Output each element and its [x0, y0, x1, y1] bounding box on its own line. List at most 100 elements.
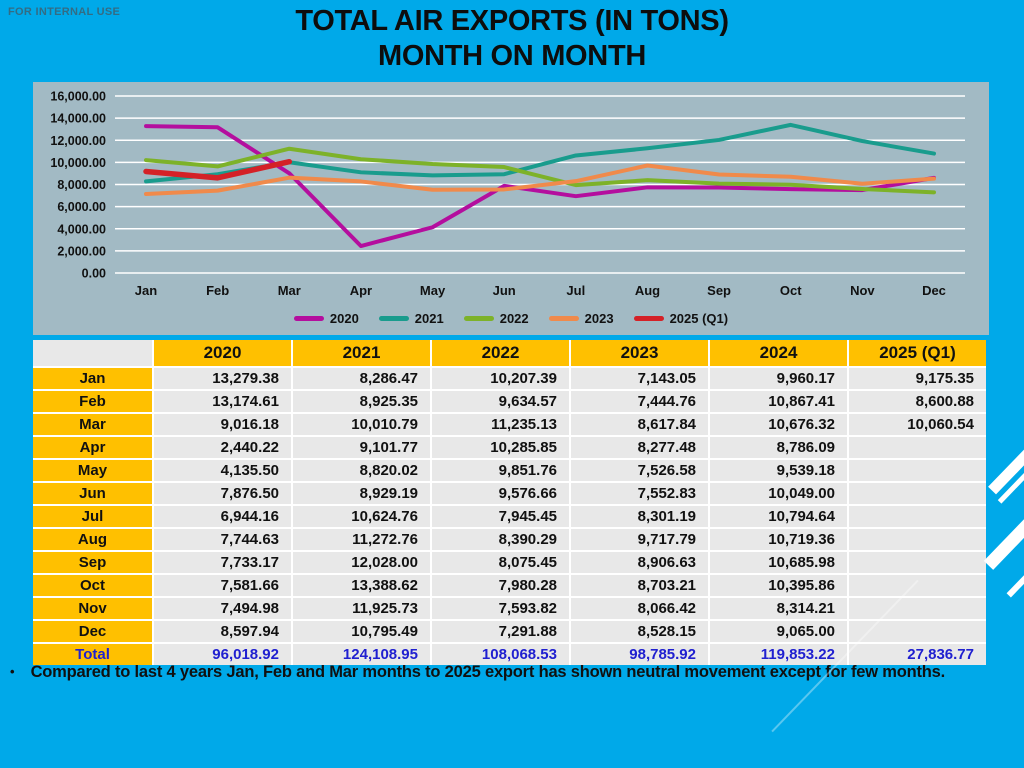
x-tick-label: Aug	[635, 283, 660, 298]
table-cell: 7,526.58	[571, 460, 708, 481]
total-cell: 98,785.92	[571, 644, 708, 665]
column-header: 2025 (Q1)	[849, 340, 986, 366]
table-corner-cell	[33, 340, 152, 366]
table-cell: 7,291.88	[432, 621, 569, 642]
page-title-line2: MONTH ON MONTH	[377, 40, 647, 73]
table-cell: 10,794.64	[710, 506, 847, 527]
bullet-icon: •	[10, 664, 15, 679]
table-cell: 8,617.84	[571, 414, 708, 435]
table-cell: 10,719.36	[710, 529, 847, 550]
table-cell: 10,624.76	[293, 506, 430, 527]
page-title-line1: TOTAL AIR EXPORTS (IN TONS)	[295, 5, 729, 37]
table-cell: 11,235.13	[432, 414, 569, 435]
legend-swatch	[463, 315, 494, 321]
y-tick-label: 8,000.00	[57, 178, 106, 192]
note-text: Compared to last 4 years Jan, Feb and Ma…	[30, 663, 946, 681]
table-cell: 8,925.35	[293, 391, 430, 412]
y-tick-label: 10,000.00	[50, 156, 106, 170]
y-tick-label: 0.00	[82, 267, 106, 281]
table-cell: 7,581.66	[154, 575, 291, 596]
x-tick-label: Feb	[206, 283, 229, 298]
series-line-2025 (Q1)	[143, 158, 293, 181]
table-cell: 11,272.76	[293, 529, 430, 550]
table-cell: 8,528.15	[571, 621, 708, 642]
y-tick-label: 14,000.00	[50, 112, 106, 126]
table-cell: 10,685.98	[710, 552, 847, 573]
watermark-text: FOR INTERNAL USE	[8, 6, 121, 18]
table-cell: 6,944.16	[154, 506, 291, 527]
table-cell: 10,867.41	[710, 391, 847, 412]
row-label: Jun	[33, 483, 152, 504]
table-cell: 10,676.32	[710, 414, 847, 435]
table-cell: 9,717.79	[571, 529, 708, 550]
total-cell: 27,836.77	[849, 644, 986, 665]
total-cell: 119,853.22	[710, 644, 847, 665]
x-tick-label: Jul	[566, 283, 585, 298]
table-cell: 10,207.39	[432, 368, 569, 389]
row-label: Aug	[33, 529, 152, 550]
column-header: 2020	[154, 340, 291, 366]
y-tick-label: 4,000.00	[57, 222, 106, 236]
legend-swatch	[378, 315, 409, 321]
table-cell: 7,494.98	[154, 598, 291, 619]
row-label: Apr	[33, 437, 152, 458]
table-cell: 10,795.49	[293, 621, 430, 642]
row-label: Sep	[33, 552, 152, 573]
table-cell: 13,388.62	[293, 575, 430, 596]
total-cell: 108,068.53	[432, 644, 569, 665]
x-tick-label: Dec	[922, 283, 946, 298]
note-bullet: • Compared to last 4 years Jan, Feb and …	[10, 662, 988, 683]
table-cell	[849, 460, 986, 481]
x-tick-label: Mar	[278, 283, 301, 298]
table-cell	[849, 621, 986, 642]
legend-swatch	[293, 315, 324, 321]
table-cell	[849, 506, 986, 527]
legend-item: 2021	[378, 310, 444, 326]
row-label: Dec	[33, 621, 152, 642]
table-cell: 8,820.02	[293, 460, 430, 481]
table-cell: 8,066.42	[571, 598, 708, 619]
table-cell: 8,906.63	[571, 552, 708, 573]
table-cell: 10,285.85	[432, 437, 569, 458]
x-tick-label: Oct	[780, 283, 802, 298]
legend-swatch	[548, 315, 579, 321]
table-cell: 7,744.63	[154, 529, 291, 550]
legend-label: 2025 (Q1)	[669, 310, 729, 326]
line-chart: 0.00 2,000.00 4,000.00 6,000.00 8,000.00 10,0…	[50, 90, 965, 298]
table-cell: 9,016.18	[154, 414, 291, 435]
column-header: 2022	[432, 340, 569, 366]
legend-swatch	[633, 315, 664, 321]
table-cell: 8,277.48	[571, 437, 708, 458]
table-cell: 12,028.00	[293, 552, 430, 573]
table-cell: 4,135.50	[154, 460, 291, 481]
page-title: TOTAL AIR EXPORTS (IN TONS) MONTH ON MON…	[0, 4, 1024, 75]
table-cell	[849, 598, 986, 619]
table-cell: 8,703.21	[571, 575, 708, 596]
table-cell: 9,539.18	[710, 460, 847, 481]
total-cell: 124,108.95	[293, 644, 430, 665]
table-cell: 7,733.17	[154, 552, 291, 573]
table-cell: 7,444.76	[571, 391, 708, 412]
table-cell: 7,593.82	[432, 598, 569, 619]
legend-item: 2025 (Q1)	[633, 310, 729, 326]
table-cell: 8,075.45	[432, 552, 569, 573]
table-cell: 9,065.00	[710, 621, 847, 642]
table-cell: 8,301.19	[571, 506, 708, 527]
table-cell: 10,049.00	[710, 483, 847, 504]
table-cell: 8,286.47	[293, 368, 430, 389]
legend-label: 2021	[414, 310, 444, 326]
legend-label: 2022	[499, 310, 529, 326]
y-tick-label: 12,000.00	[50, 134, 106, 148]
legend-label: 2023	[584, 310, 614, 326]
y-tick-label: 2,000.00	[57, 244, 106, 258]
total-row-label: Total	[33, 644, 152, 665]
column-header: 2024	[710, 340, 847, 366]
legend-item: 2022	[463, 310, 529, 326]
x-tick-label: Nov	[850, 283, 875, 298]
table-cell: 9,175.35	[849, 368, 986, 389]
table-cell: 7,945.45	[432, 506, 569, 527]
table-cell: 9,851.76	[432, 460, 569, 481]
legend-label: 2020	[329, 310, 359, 326]
table-cell: 7,552.83	[571, 483, 708, 504]
